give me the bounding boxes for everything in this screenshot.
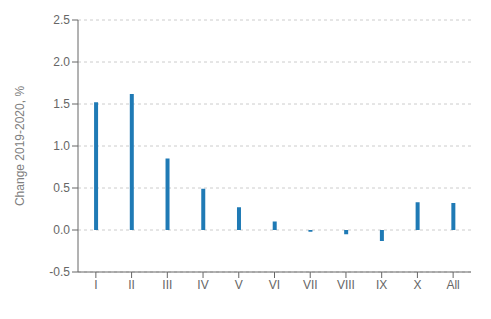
svg-text:2.0: 2.0 [53,55,70,69]
svg-text:VI: VI [269,278,280,292]
svg-text:2.5: 2.5 [53,13,70,27]
svg-text:III: III [162,278,172,292]
svg-text:-0.5: -0.5 [49,265,70,279]
svg-text:1.0: 1.0 [53,139,70,153]
svg-text:0.5: 0.5 [53,181,70,195]
svg-text:Change 2019-2020, %: Change 2019-2020, % [13,86,27,206]
svg-text:1.5: 1.5 [53,97,70,111]
svg-text:V: V [235,278,243,292]
svg-text:All: All [446,278,459,292]
svg-text:VII: VII [303,278,318,292]
svg-text:X: X [413,278,421,292]
svg-text:II: II [128,278,135,292]
svg-text:VIII: VIII [337,278,355,292]
svg-text:IX: IX [376,278,387,292]
svg-text:I: I [94,278,97,292]
svg-text:IV: IV [197,278,208,292]
svg-text:0.0: 0.0 [53,223,70,237]
